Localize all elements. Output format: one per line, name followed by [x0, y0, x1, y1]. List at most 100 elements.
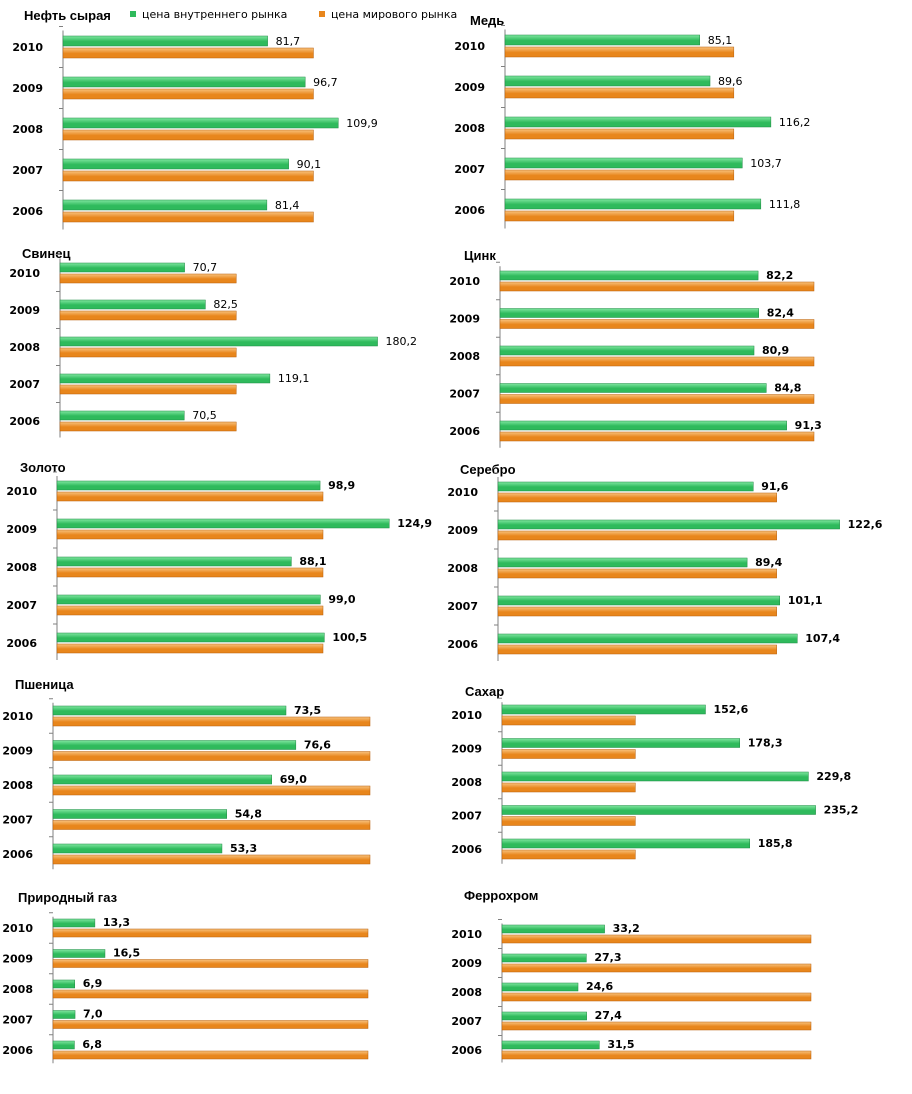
bar-world[interactable] [62, 170, 314, 182]
bar-domestic[interactable] [504, 116, 772, 128]
bar-world[interactable] [56, 491, 324, 502]
bar-domestic[interactable] [62, 199, 268, 211]
bar-domestic[interactable] [501, 924, 605, 934]
bar-world[interactable] [504, 87, 735, 99]
bar-world[interactable] [59, 310, 237, 321]
bar-world[interactable] [499, 394, 815, 404]
bar-world[interactable] [501, 816, 636, 826]
bar-world[interactable] [497, 606, 777, 617]
bar-world[interactable] [56, 605, 324, 616]
bar-domestic[interactable] [497, 519, 840, 530]
bar-world[interactable] [52, 785, 371, 796]
bar-domestic[interactable] [497, 557, 748, 568]
bar-domestic[interactable] [499, 270, 759, 281]
bar-domestic[interactable] [499, 308, 759, 318]
bar-world[interactable] [501, 782, 636, 793]
bar-domestic[interactable] [56, 556, 292, 567]
bar-domestic[interactable] [52, 1040, 75, 1050]
bar-world[interactable] [501, 992, 812, 1002]
bar-domestic[interactable] [62, 158, 289, 170]
bar-world[interactable] [52, 928, 369, 938]
bar-world[interactable] [501, 849, 636, 860]
bar-world[interactable] [497, 492, 777, 503]
bar-domestic[interactable] [59, 373, 271, 384]
bar-domestic[interactable] [52, 949, 106, 958]
bar-world[interactable] [59, 273, 237, 284]
bar-world[interactable] [501, 934, 812, 944]
bar-domestic[interactable] [52, 843, 223, 854]
bar-domestic[interactable] [56, 632, 325, 643]
bar-world[interactable] [504, 169, 735, 181]
bar-domestic[interactable] [59, 299, 206, 310]
bar-world[interactable] [499, 281, 815, 292]
bar-domestic[interactable] [499, 345, 755, 356]
bar-world[interactable] [52, 854, 371, 865]
bar-world[interactable] [52, 1020, 369, 1029]
bar-domestic[interactable] [501, 1011, 587, 1021]
bar-domestic[interactable] [56, 518, 390, 529]
bar-domestic[interactable] [504, 34, 700, 46]
legend-item-world[interactable]: цена мирового рынка [318, 8, 457, 21]
bar-domestic[interactable] [499, 420, 787, 431]
bar-world[interactable] [497, 530, 777, 541]
bar-domestic[interactable] [501, 838, 750, 849]
bar-world[interactable] [504, 46, 735, 58]
bar-world[interactable] [497, 644, 777, 655]
bar-domestic[interactable] [59, 410, 185, 421]
bar-domestic[interactable] [497, 633, 798, 644]
bar-world[interactable] [59, 347, 237, 358]
bar-domestic[interactable] [52, 740, 297, 750]
bar-world[interactable] [497, 568, 777, 579]
bar-world[interactable] [52, 716, 371, 727]
bar-world[interactable] [52, 1050, 369, 1060]
bar-world[interactable] [62, 88, 314, 100]
bar-world[interactable] [56, 567, 324, 578]
bar-domestic[interactable] [499, 383, 767, 393]
bar-world[interactable] [52, 959, 369, 968]
bar-domestic[interactable] [501, 738, 740, 748]
bar-domestic[interactable] [62, 76, 306, 88]
bar-world[interactable] [56, 643, 324, 654]
bar-domestic[interactable] [501, 771, 809, 782]
bar-world[interactable] [501, 963, 812, 973]
bar-domestic[interactable] [52, 774, 272, 785]
bar-world[interactable] [499, 431, 815, 442]
bar-world[interactable] [62, 47, 314, 59]
bar-domestic[interactable] [497, 595, 780, 606]
bar-world[interactable] [52, 989, 369, 999]
bar-world[interactable] [52, 820, 371, 830]
bar-world[interactable] [501, 749, 636, 759]
legend-item-domestic[interactable]: цена внутреннего рынка [130, 8, 287, 21]
bar-domestic[interactable] [52, 809, 227, 819]
bar-world[interactable] [501, 1021, 812, 1031]
bar-world[interactable] [499, 356, 815, 367]
bar-domestic[interactable] [504, 75, 711, 87]
bar-world[interactable] [52, 751, 371, 761]
bar-world[interactable] [59, 421, 237, 432]
bar-world[interactable] [501, 1050, 812, 1060]
bar-domestic[interactable] [504, 157, 743, 169]
bar-domestic[interactable] [501, 982, 579, 992]
bar-domestic[interactable] [497, 481, 754, 492]
bar-world[interactable] [62, 129, 314, 141]
bar-domestic[interactable] [501, 805, 816, 815]
bar-domestic[interactable] [56, 594, 321, 605]
bar-domestic[interactable] [501, 1040, 600, 1050]
bar-world[interactable] [504, 128, 735, 140]
bar-world[interactable] [504, 210, 735, 222]
bar-world[interactable] [62, 211, 314, 223]
bar-world[interactable] [501, 715, 636, 726]
bar-domestic[interactable] [62, 117, 339, 129]
bar-domestic[interactable] [59, 336, 378, 347]
bar-domestic[interactable] [52, 1010, 76, 1019]
bar-domestic[interactable] [59, 262, 185, 273]
bar-domestic[interactable] [52, 705, 287, 716]
bar-domestic[interactable] [501, 704, 706, 715]
bar-domestic[interactable] [52, 979, 75, 989]
bar-world[interactable] [56, 529, 324, 540]
bar-world[interactable] [499, 319, 815, 329]
bar-domestic[interactable] [56, 480, 321, 491]
bar-domestic[interactable] [504, 198, 762, 210]
bar-domestic[interactable] [62, 35, 268, 47]
bar-domestic[interactable] [501, 953, 587, 963]
